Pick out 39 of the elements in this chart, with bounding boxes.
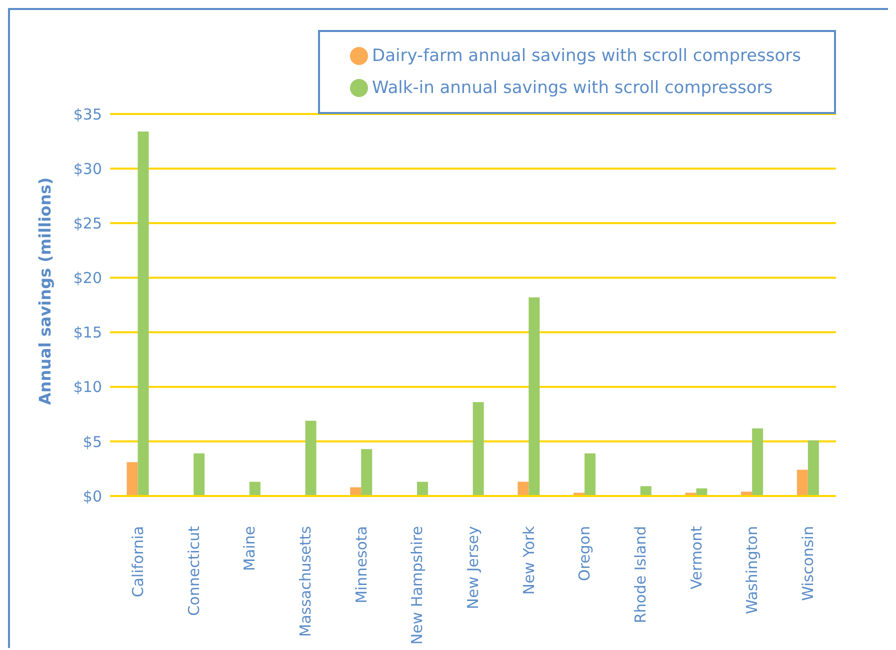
x-tick-label: California — [128, 526, 147, 598]
legend-label: Walk-in annual savings with scroll compressors — [372, 77, 774, 100]
legend-label: Dairy-farm annual savings with scroll compressors — [372, 45, 802, 68]
y-tick-label: $30 — [73, 160, 102, 178]
bar — [361, 449, 372, 496]
y-tick-label: $25 — [73, 214, 102, 232]
bar — [796, 470, 808, 496]
bar — [416, 482, 428, 496]
bar — [528, 297, 540, 496]
x-tick-label: Wisconsin — [799, 526, 818, 601]
bar — [138, 131, 149, 496]
bar — [194, 453, 205, 496]
y-axis-title: Annual savings (millions) — [36, 177, 55, 405]
x-tick-label: Washington — [743, 526, 762, 614]
x-tick-label: New York — [520, 526, 538, 595]
x-tick-label: Minnesota — [352, 526, 370, 604]
bar — [808, 440, 819, 496]
x-tick-label: New Hampshire — [408, 526, 426, 645]
y-tick-label: $5 — [82, 432, 102, 451]
x-tick-label: Maine — [240, 526, 259, 572]
bar — [584, 453, 596, 496]
bar — [126, 462, 138, 496]
y-tick-label: $0 — [82, 487, 102, 506]
y-tick-label: $35 — [73, 105, 102, 124]
bar — [752, 428, 764, 496]
bar — [305, 420, 316, 496]
x-tick-label: Massachusetts — [296, 526, 314, 637]
x-tick-label: Vermont — [687, 526, 706, 590]
bar — [249, 482, 260, 496]
y-tick-label: $10 — [73, 378, 102, 396]
y-tick-label: $20 — [73, 269, 102, 288]
bar — [472, 402, 484, 496]
x-tick-label: Connecticut — [184, 526, 203, 616]
x-tick-label: Rhode Island — [632, 526, 650, 624]
x-tick-label: New Jersey — [464, 526, 482, 610]
y-tick-label: $15 — [73, 324, 102, 342]
bar — [518, 482, 529, 496]
bar — [640, 486, 652, 496]
x-tick-label: Oregon — [576, 526, 594, 582]
